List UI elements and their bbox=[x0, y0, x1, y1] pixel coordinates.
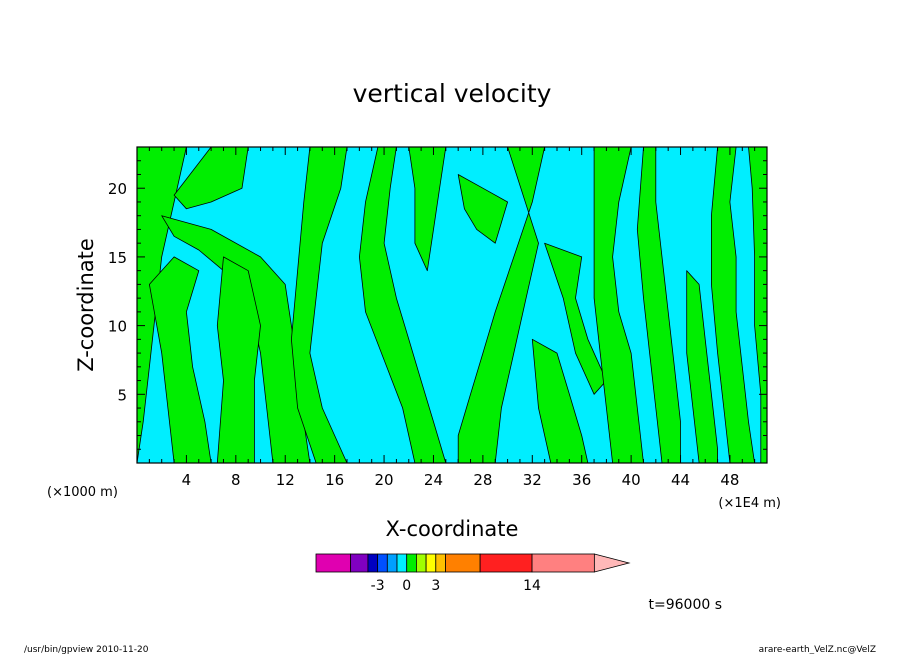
colorbar-label: 0 bbox=[402, 578, 411, 594]
footer-left: /usr/bin/gpview 2010-11-20 bbox=[24, 645, 149, 654]
x-tick-label: 24 bbox=[424, 471, 443, 489]
colorbar-segment bbox=[367, 553, 379, 573]
contour-region-15 bbox=[686, 270, 718, 463]
colorbar-segment bbox=[315, 553, 352, 573]
x-axis-ticks: 4 8 12 16 20 24 28 32 36 40 44 48 bbox=[148, 147, 756, 489]
footer-right: arare-earth_VelZ.nc@VelZ bbox=[759, 645, 876, 654]
contour-region-10 bbox=[457, 147, 545, 463]
x-tick-label: 28 bbox=[473, 471, 492, 489]
colorbar-segment bbox=[445, 553, 481, 573]
colorbar-segment bbox=[425, 553, 437, 573]
colorbar-labels: -3 0 3 14 bbox=[371, 578, 541, 594]
colorbar-label: -3 bbox=[371, 578, 385, 594]
y-tick-label: 5 bbox=[117, 386, 127, 404]
colorbar-label: 3 bbox=[431, 578, 440, 594]
x-tick-label: 36 bbox=[572, 471, 591, 489]
contour-regions bbox=[137, 147, 767, 463]
x-tick-label: 32 bbox=[523, 471, 542, 489]
colorbar-segment bbox=[435, 553, 446, 573]
x-unit-right: (×1E4 m) bbox=[718, 496, 781, 511]
colorbar-segment bbox=[377, 553, 388, 573]
colorbar-segment bbox=[406, 553, 417, 573]
contour-region-5 bbox=[216, 256, 261, 463]
colorbar-segment bbox=[531, 553, 595, 573]
x-tick-label: 44 bbox=[671, 471, 690, 489]
colorbar-segment bbox=[386, 553, 398, 573]
time-label: t=96000 s bbox=[649, 597, 723, 613]
contour-region-16 bbox=[711, 147, 755, 463]
colorbar-segment bbox=[396, 553, 408, 573]
y-axis-label: Z-coordinate bbox=[74, 238, 98, 372]
contour-region-13 bbox=[593, 147, 644, 463]
contour-region-4 bbox=[148, 256, 212, 463]
contour-region-8 bbox=[408, 147, 447, 272]
y-axis-ticks: 5 10 15 20 bbox=[108, 160, 767, 450]
contour-region-6 bbox=[290, 147, 348, 463]
x-tick-label: 20 bbox=[375, 471, 394, 489]
contour-region-3 bbox=[161, 215, 311, 463]
contour-region-9 bbox=[457, 174, 509, 244]
contour-region-7 bbox=[358, 147, 447, 463]
y-tick-label: 15 bbox=[108, 249, 127, 267]
contour-region-2 bbox=[173, 147, 249, 210]
contour-region-11 bbox=[531, 338, 589, 463]
x-tick-label: 48 bbox=[720, 471, 739, 489]
x-tick-label: 12 bbox=[276, 471, 295, 489]
x-tick-label: 8 bbox=[231, 471, 241, 489]
contour-region-14 bbox=[636, 147, 681, 463]
colorbar-arrow bbox=[593, 553, 631, 573]
x-unit-left: (×1000 m) bbox=[47, 485, 118, 500]
colorbar bbox=[315, 553, 631, 573]
y-tick-label: 20 bbox=[108, 180, 127, 198]
x-tick-label: 16 bbox=[325, 471, 344, 489]
plot-frame bbox=[136, 146, 768, 464]
x-tick-label: 40 bbox=[622, 471, 641, 489]
colorbar-label: 14 bbox=[523, 578, 541, 594]
x-tick-label: 4 bbox=[182, 471, 192, 489]
chart-title: vertical velocity bbox=[353, 79, 552, 108]
x-axis-label: X-coordinate bbox=[386, 517, 519, 541]
colorbar-segment bbox=[416, 553, 427, 573]
colorbar-segment bbox=[479, 553, 533, 573]
colorbar-segment bbox=[350, 553, 369, 573]
y-tick-label: 10 bbox=[108, 318, 127, 336]
